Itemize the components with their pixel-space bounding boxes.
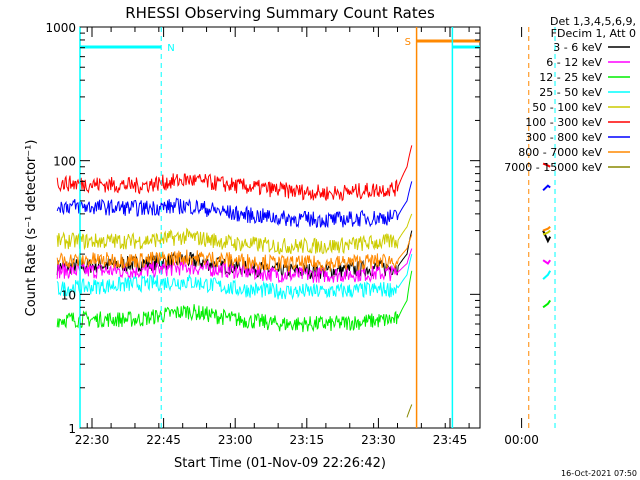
legend-label-3: 25 - 50 keV [539, 86, 602, 99]
x-tick-label: 23:30 [361, 433, 396, 447]
series-line-2 [56, 270, 413, 333]
marker-2 [451, 27, 556, 428]
series-layer [56, 145, 552, 418]
x-tick-label: 00:00 [504, 433, 539, 447]
marker-label-0: N [167, 43, 174, 54]
x-tick-label: 23:45 [433, 433, 468, 447]
y-axis: 1 10 100 1000 [45, 21, 480, 436]
series-line-7 [56, 234, 413, 273]
y-tick-label: 1000 [45, 21, 76, 35]
legend-header: FDecim 1, Att 0 [551, 27, 636, 40]
y-tick-label: 1 [68, 422, 76, 436]
legend-label-0: 3 - 6 keV [553, 41, 602, 54]
series-post-2 [542, 299, 552, 309]
legend-label-5: 100 - 300 keV [525, 116, 602, 129]
series-line-6 [56, 181, 413, 229]
series-line-4 [56, 213, 413, 255]
x-tick-label: 22:45 [146, 433, 181, 447]
legend-label-7: 800 - 7000 keV [518, 146, 602, 159]
y-tick-label: 100 [53, 155, 76, 169]
legend-header: Det 1,3,4,5,6,9, [550, 15, 636, 28]
series-4 [56, 213, 551, 255]
marker-0: N [79, 27, 175, 428]
series-8 [406, 404, 413, 418]
plot-frame [79, 26, 481, 429]
marker-1: S [405, 27, 530, 428]
series-line-1 [56, 248, 413, 283]
series-post-5 [542, 162, 551, 168]
x-axis: 22:30 22:45 23:00 23:15 23:30 23:45 00:00 [75, 27, 539, 447]
x-axis-label: Start Time (01-Nov-09 22:26:42) [174, 456, 386, 471]
chart-title: RHESSI Observing Summary Count Rates [125, 4, 435, 22]
series-line-8 [406, 404, 413, 418]
series-post-3 [542, 270, 552, 280]
y-tick-label: 10 [61, 288, 76, 302]
timestamp: 16-Oct-2021 07:50 [561, 469, 637, 478]
x-tick-label: 23:00 [218, 433, 253, 447]
legend-label-1: 6 - 12 keV [546, 56, 602, 69]
legend-label-8: 7000 - 15000 keV [504, 161, 602, 174]
marker-label-1: S [405, 37, 411, 48]
series-1 [56, 248, 552, 283]
legend-label-4: 50 - 100 keV [532, 101, 602, 114]
legend: Det 1,3,4,5,6,9,FDecim 1, Att 03 - 6 keV… [504, 15, 636, 174]
x-tick-label: 23:15 [290, 433, 325, 447]
series-3 [56, 253, 552, 301]
x-tick-label: 22:30 [75, 433, 110, 447]
series-line-3 [56, 253, 413, 301]
series-post-7 [542, 226, 551, 232]
series-post-4 [542, 229, 551, 236]
legend-label-2: 12 - 25 keV [539, 71, 602, 84]
series-5 [56, 145, 551, 202]
marker-layer: NS [79, 27, 556, 428]
y-axis-label: Count Rate (s⁻¹ detector⁻¹) [24, 140, 39, 317]
legend-label-6: 300 - 800 keV [525, 131, 602, 144]
series-7 [56, 226, 551, 273]
series-line-5 [56, 145, 413, 202]
series-post-6 [542, 184, 551, 192]
series-6 [56, 181, 551, 229]
series-2 [56, 270, 552, 333]
series-post-1 [542, 259, 552, 265]
